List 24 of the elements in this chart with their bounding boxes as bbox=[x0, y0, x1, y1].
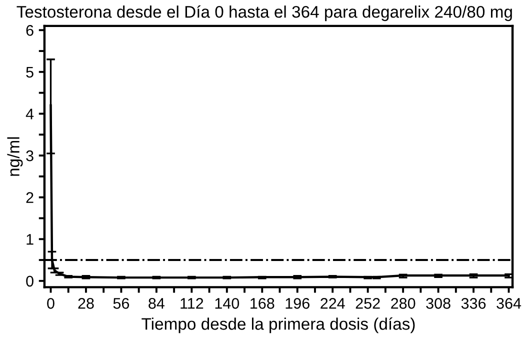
y-tick-label: 1 bbox=[26, 234, 34, 245]
y-tick-label: 6 bbox=[26, 24, 34, 36]
x-tick-label: 252 bbox=[356, 298, 380, 309]
x-tick-label: 196 bbox=[286, 298, 310, 309]
y-tick-label: 4 bbox=[26, 108, 34, 120]
y-tick-label: 5 bbox=[26, 66, 34, 78]
x-tick-label: 308 bbox=[426, 298, 450, 309]
x-tick-label: 56 bbox=[113, 298, 130, 309]
x-tick-label: 280 bbox=[391, 298, 416, 309]
x-axis-title: Tiempo desde la primera dosis (días) bbox=[142, 317, 415, 334]
x-tick-label: 224 bbox=[320, 298, 345, 309]
x-tick-label: 112 bbox=[180, 298, 204, 309]
x-tick-label: 0 bbox=[47, 298, 54, 309]
y-tick-label: 0 bbox=[26, 276, 34, 287]
x-tick-label: 28 bbox=[78, 298, 94, 309]
x-tick-label: 84 bbox=[148, 298, 164, 309]
chart-title: Testosterona desde el Día 0 hasta el 364 para degarelix 240/80 mg bbox=[16, 5, 512, 22]
x-tick-label: 336 bbox=[461, 298, 486, 309]
x-tick-label: 364 bbox=[496, 298, 522, 309]
y-axis-title: ng/ml bbox=[7, 137, 23, 176]
x-tick-label: 168 bbox=[250, 298, 274, 309]
y-tick-label: 2 bbox=[26, 192, 34, 203]
y-tick-label: 3 bbox=[26, 150, 34, 162]
x-tick-label: 140 bbox=[215, 298, 240, 309]
